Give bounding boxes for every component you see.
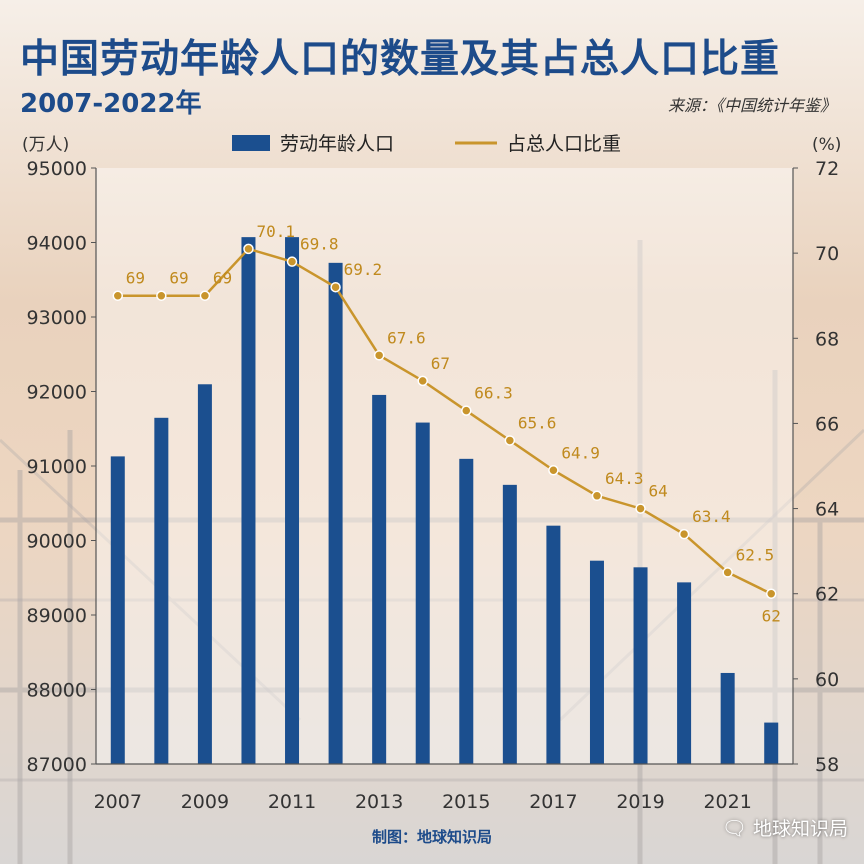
bar [459,458,474,764]
x-tick-label: 2013 [355,791,403,813]
x-tick-label: 2015 [442,791,490,813]
y-right-tick-label: 68 [815,328,839,350]
source-note: 来源：《中国统计年鉴》 [667,96,836,115]
legend-swatch-bar [232,135,270,151]
bar [546,525,561,764]
watermark-text: 地球知识局 [752,818,848,840]
bar [502,484,517,764]
bar [328,262,343,764]
wechat-icon: 🗨 [721,815,747,840]
data-label: 67.6 [387,328,426,347]
data-label: 65.6 [518,413,557,432]
y-right-tick-label: 62 [815,584,839,606]
line-point [591,490,603,502]
data-label: 69.2 [344,260,383,279]
y-left-tick-label: 92000 [27,382,87,404]
y-left-unit-label: (万人) [22,135,69,155]
y-left-tick-label: 91000 [27,456,87,478]
line-point [722,567,733,578]
y-right-tick-label: 58 [815,754,839,776]
line-point [765,588,777,599]
line-point [417,375,428,387]
y-right-tick-label: 66 [815,413,839,435]
y-right-unit-label: (%) [812,135,841,155]
bar [241,237,256,765]
line-point [635,503,646,514]
bar [110,456,125,764]
plot-panel [96,168,793,764]
bar [154,417,169,764]
line-series [117,247,772,595]
data-label: 64.9 [561,443,600,462]
y-left-tick-label: 94000 [27,233,87,255]
line-point [373,350,385,361]
line-point [156,290,167,301]
y-right-tick-label: 60 [815,669,839,691]
y-right-tick-label: 70 [815,243,839,265]
y-left-tick-label: 89000 [27,605,87,627]
line-point [461,405,472,416]
y-right-tick-label: 64 [815,499,839,521]
bar [720,672,735,764]
chart-subtitle: 2007-2022年 [20,89,202,119]
line-point [243,243,254,255]
line-point [199,290,211,301]
bar [589,560,604,764]
watermark: 🗨 地球知识局 [722,814,848,841]
data-label: 62 [762,607,781,626]
x-tick-label: 2021 [703,791,751,813]
bar [633,567,648,764]
legend-label-line: 占总人口比重 [507,133,621,155]
data-label: 66.3 [474,384,513,403]
data-label: 64 [649,482,668,501]
y-right-tick-label: 72 [815,158,839,180]
x-tick-label: 2011 [268,791,316,813]
bar [285,237,300,765]
line-point [678,528,690,540]
y-left-tick-label: 88000 [27,680,87,702]
data-label: 69.8 [300,235,339,254]
bar [372,394,387,764]
data-label: 63.4 [692,507,731,526]
x-tick-label: 2019 [616,791,664,813]
data-label: 69 [213,269,232,288]
bar [764,722,779,764]
line-point [330,281,341,293]
data-label: 69 [126,269,145,288]
data-label: 70.1 [256,222,295,241]
bar [677,582,692,764]
data-label: 62.5 [736,545,775,564]
legend-label-bar: 劳动年龄人口 [280,133,394,155]
bar [197,384,212,764]
x-tick-label: 2007 [94,791,142,813]
y-left-tick-label: 90000 [27,531,87,553]
data-label: 64.3 [605,469,644,488]
line-point [286,256,298,267]
bar [415,422,430,764]
line-point [112,290,124,301]
line-point [504,435,516,446]
y-left-tick-label: 87000 [27,754,87,776]
line-point [548,465,559,476]
data-label: 67 [431,354,450,373]
credit-line: 制图：地球知识局 [371,828,492,846]
y-left-tick-label: 95000 [27,158,87,180]
x-tick-label: 2009 [181,791,229,813]
chart-title: 中国劳动年龄人口的数量及其占总人口比重 [20,37,781,82]
x-tick-label: 2017 [529,791,577,813]
data-label: 69 [169,269,188,288]
y-left-tick-label: 93000 [27,307,87,329]
